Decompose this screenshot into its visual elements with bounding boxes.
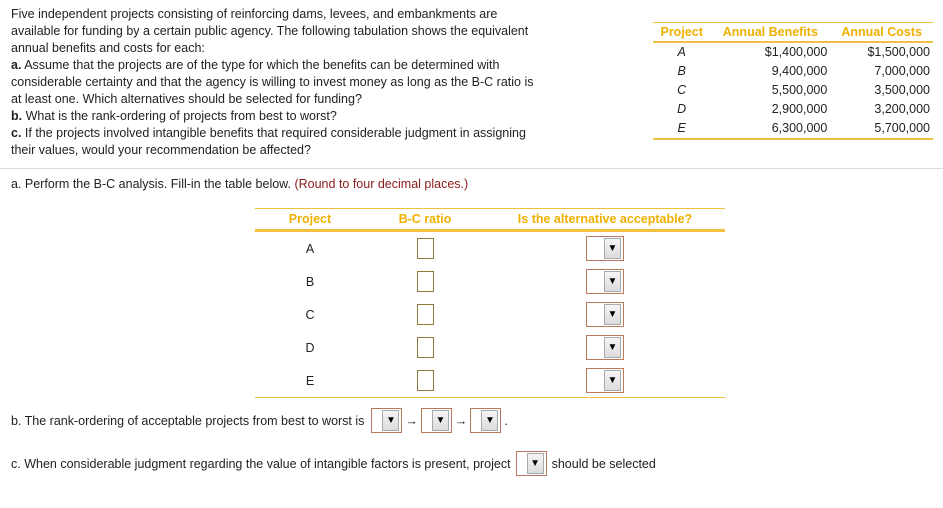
bc-ratio-input-e[interactable] [416,370,434,391]
chevron-down-icon: ▼ [604,238,621,259]
table-row: C 5,500,000 3,500,000 [653,81,933,100]
arrow-icon: → [454,413,468,428]
rank-3-dropdown[interactable]: ▼ [470,408,502,433]
given-data-table: Project Annual Benefits Annual Costs A $1,4… [653,22,933,140]
period: . [504,413,508,428]
table-header: Project B-C ratio Is the alternative acc… [255,209,725,232]
bc-analysis-table: Project B-C ratio Is the alternative acc… [255,208,725,398]
question-a: a. Assume that the projects are of the t… [11,58,500,72]
table-row: D 2,900,000 3,200,000 [653,100,933,119]
table-row: A $1,400,000 $1,500,000 [653,42,933,62]
table-row: E 6,300,000 5,700,000 [653,119,933,139]
arrow-icon: → [405,413,418,428]
acceptable-dropdown-e[interactable]: ▼ [586,368,624,393]
acceptable-dropdown-a[interactable]: ▼ [586,236,624,261]
project-cell: C [677,83,687,97]
intro-line: available for funding by a certain publi… [11,24,529,38]
problem-statement: Five independent projects consisting of … [11,6,621,159]
acceptable-dropdown-d[interactable]: ▼ [586,335,624,360]
question-a-line: considerable certainty and that the agen… [11,75,534,89]
header-acceptable: Is the alternative acceptable? [517,212,693,226]
bc-ratio-input-b[interactable] [416,271,434,292]
project-label: D [305,340,315,355]
rank-2-dropdown[interactable]: ▼ [420,408,452,433]
costs-cell: $1,500,000 [867,45,930,59]
chevron-down-icon: ▼ [604,304,621,325]
question-c: c. If the projects involved intangible b… [11,126,526,140]
header-project: Project [288,212,332,226]
table-row: C ▼ [255,298,725,331]
intro-line: Five independent projects consisting of … [11,7,498,21]
rounding-note: (Round to four decimal places.) [294,177,469,191]
costs-cell: 3,200,000 [874,102,930,116]
part-b-text: b. The rank-ordering of acceptable proje… [11,413,365,428]
chevron-down-icon: ▼ [604,337,621,358]
table-row: E ▼ [255,364,725,397]
part-b: b. The rank-ordering of acceptable proje… [11,408,508,433]
column-header: Annual Costs [830,22,933,43]
column-header: Project [653,22,711,43]
project-label: E [305,373,315,388]
chevron-down-icon: ▼ [431,410,449,431]
bc-ratio-input-a[interactable] [416,238,434,259]
bc-ratio-input-c[interactable] [416,304,434,325]
question-a-line: at least one. Which alternatives should … [11,92,362,106]
table-row: A ▼ [255,232,725,265]
project-cell: D [677,102,687,116]
benefits-cell: 2,900,000 [771,102,828,116]
acceptable-dropdown-b[interactable]: ▼ [586,269,624,294]
benefits-cell: $1,400,000 [764,45,828,59]
question-c-line: their values, would your recommendation … [11,143,311,157]
costs-cell: 5,700,000 [874,121,930,135]
project-label: B [305,274,315,289]
benefits-cell: 5,500,000 [771,83,828,97]
table-row: D ▼ [255,331,725,364]
part-c-text: c. When considerable judgment regarding … [11,456,511,471]
question-b: b. What is the rank-ordering of projects… [11,109,337,123]
chevron-down-icon: ▼ [382,410,400,431]
project-cell: A [677,45,686,59]
chevron-down-icon: ▼ [526,453,544,474]
project-cell: E [677,121,686,135]
chevron-down-icon: ▼ [604,370,621,391]
divider [0,168,943,169]
benefits-cell: 9,400,000 [771,64,828,78]
rank-1-dropdown[interactable]: ▼ [371,408,403,433]
project-label: C [305,307,315,322]
acceptable-dropdown-c[interactable]: ▼ [586,302,624,327]
intro-line: annual benefits and costs for each: [11,41,205,55]
part-c: c. When considerable judgment regarding … [11,451,656,476]
costs-cell: 3,500,000 [874,83,930,97]
project-label: A [305,241,315,256]
table-row: B ▼ [255,265,725,298]
header-bc-ratio: B-C ratio [398,212,452,226]
chevron-down-icon: ▼ [481,410,499,431]
bc-ratio-input-d[interactable] [416,337,434,358]
part-a-instructions: a. Perform the B-C analysis. Fill-in the… [11,177,469,191]
intangible-project-dropdown[interactable]: ▼ [515,451,547,476]
table-row: B 9,400,000 7,000,000 [653,62,933,81]
costs-cell: 7,000,000 [874,64,930,78]
chevron-down-icon: ▼ [604,271,621,292]
part-c-after-text: should be selected [551,456,656,471]
benefits-cell: 6,300,000 [771,121,828,135]
project-cell: B [677,64,686,78]
column-header: Annual Benefits [710,22,831,43]
